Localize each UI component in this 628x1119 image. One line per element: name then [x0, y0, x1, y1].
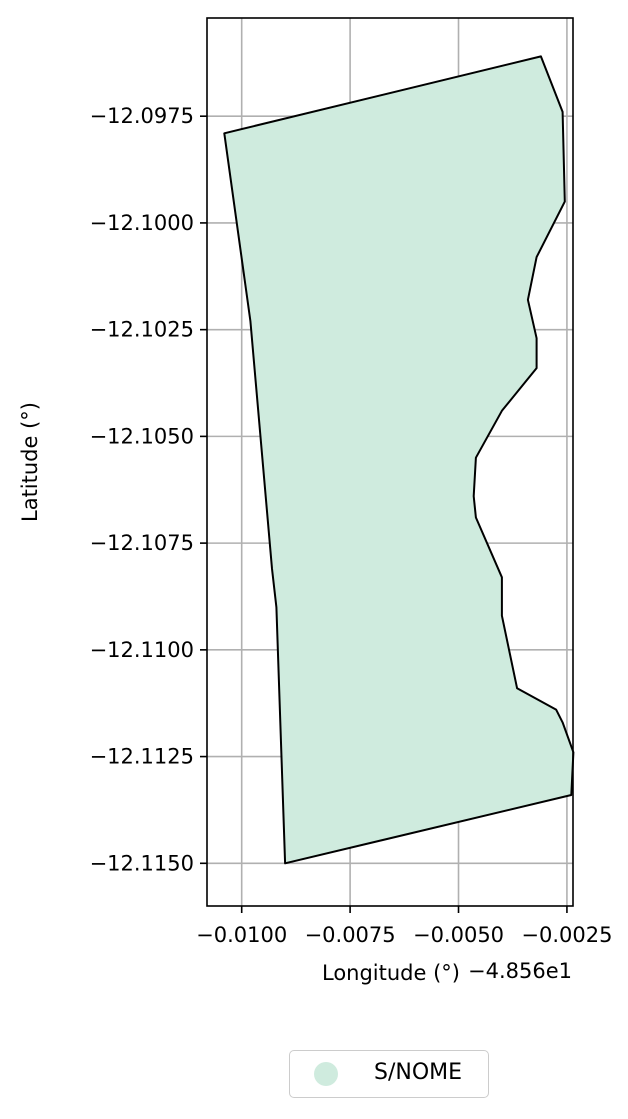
axes-frame	[206, 17, 574, 907]
polygon-layer	[223, 55, 575, 865]
legend-swatch	[314, 1062, 338, 1086]
x-tick-label: −0.0100	[196, 923, 287, 947]
y-tick-label: −12.1000	[90, 211, 194, 235]
x-tick-label: −0.0075	[305, 923, 396, 947]
x-axis-ticks: −0.0100 −0.0075 −0.0050 −0.0025	[196, 906, 612, 947]
x-tick-label: −0.0050	[413, 923, 504, 947]
y-tick-label: −12.1150	[90, 851, 194, 875]
y-axis-label: Latitude (°)	[18, 402, 42, 522]
y-tick-label: −12.1100	[90, 638, 194, 662]
y-tick-label: −12.1025	[90, 318, 194, 342]
legend-label: S/NOME	[374, 1060, 463, 1085]
x-axis-offset-label: −4.856e1	[468, 959, 572, 983]
y-tick-label: −12.1050	[90, 424, 194, 448]
x-axis-label: Longitude (°)	[322, 961, 460, 985]
y-axis-ticks: −12.0975 −12.1000 −12.1025 −12.1050 −12.1075…	[90, 104, 207, 875]
x-tick-label: −0.0025	[521, 923, 612, 947]
area-polygon	[223, 55, 575, 865]
y-tick-label: −12.0975	[90, 104, 194, 128]
legend: S/NOME	[289, 1050, 489, 1098]
y-tick-label: −12.1075	[90, 531, 194, 555]
y-tick-label: −12.1125	[90, 745, 194, 769]
